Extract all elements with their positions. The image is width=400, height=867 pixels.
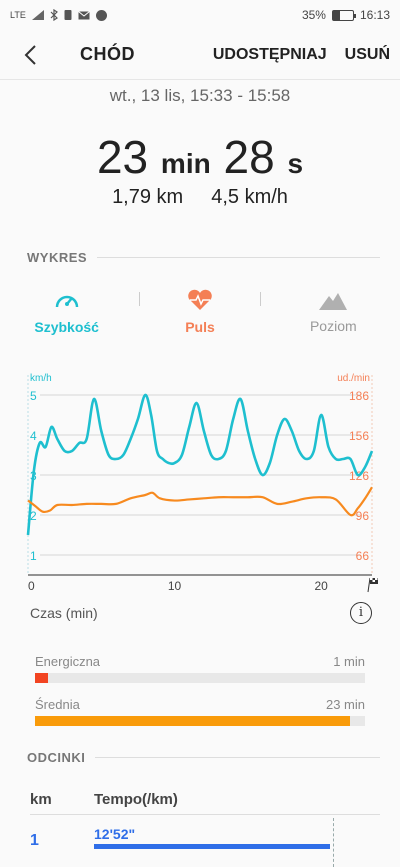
chevron-left-icon <box>24 44 36 65</box>
grid-lines <box>40 394 360 556</box>
battery-icon <box>331 9 356 21</box>
duration-minutes: 23 <box>96 131 149 183</box>
zone-track <box>35 673 365 683</box>
x-tick-label: 10 <box>168 579 182 593</box>
segment-km: 1 <box>30 832 39 849</box>
zone-bar <box>35 716 351 726</box>
table-row[interactable]: 1 12'52" <box>30 826 380 866</box>
right-tick-label: 96 <box>356 509 370 523</box>
battery-fill <box>332 10 340 20</box>
right-tick-label: 66 <box>356 549 370 563</box>
heart-pulse-icon <box>188 289 212 310</box>
tab-level-label: Poziom <box>309 318 357 334</box>
tab-pulse-label: Puls <box>185 319 215 335</box>
speed-value: 4,5 km/h <box>211 186 288 208</box>
clock: 16:13 <box>359 8 390 22</box>
page-title: CHÓD <box>80 44 135 64</box>
left-tick-label: 2 <box>30 509 37 523</box>
x-tick-label: 0 <box>28 579 35 593</box>
left-tick-label: 4 <box>30 429 37 443</box>
info-button[interactable]: i <box>350 602 372 624</box>
segments-section-title: ODCINKI <box>27 750 86 765</box>
app-bar: CHÓD UDOSTĘPNIAJ USUŃ <box>0 30 400 80</box>
status-icons: LTE <box>10 9 107 21</box>
zone-name: Średnia <box>35 697 80 712</box>
left-axis-label: km/h <box>30 373 52 384</box>
tab-speed[interactable]: Szybkość <box>0 282 133 342</box>
summary-stats: 1,79 km 4,5 km/h <box>0 186 400 209</box>
seconds-unit: s <box>287 148 304 179</box>
distance-value: 1,79 km <box>112 186 184 208</box>
tab-divider <box>260 292 261 306</box>
tab-level[interactable]: Poziom <box>267 282 400 342</box>
finish-flag-icon <box>367 577 378 593</box>
zone-average: Średnia 23 min <box>35 697 365 726</box>
tab-pulse[interactable]: Puls <box>133 282 266 342</box>
average-pace-marker <box>333 818 334 867</box>
chart-section-title: WYKRES <box>27 250 88 265</box>
alert-icon <box>64 10 72 20</box>
column-tempo: Tempo(/km) <box>94 791 178 808</box>
delete-button[interactable]: USUŃ <box>344 45 390 63</box>
back-button[interactable] <box>0 30 60 80</box>
segments-section-header: ODCINKI <box>27 750 380 765</box>
battery-percent: 35% <box>301 8 326 22</box>
divider <box>97 257 380 258</box>
left-tick-label: 1 <box>30 549 37 563</box>
share-button[interactable]: UDOSTĘPNIAJ <box>212 45 327 63</box>
zone-value: 23 min <box>325 697 365 712</box>
zone-bar <box>35 673 49 683</box>
chart-series <box>26 393 374 536</box>
status-bar: LTE 35% 16:13 <box>0 0 400 30</box>
speed-line <box>26 393 374 536</box>
x-tick-label: 20 <box>314 579 328 593</box>
zone-track <box>35 716 365 726</box>
spotify-icon <box>95 9 107 21</box>
zone-energetic: Energiczna 1 min <box>35 654 365 683</box>
speedometer-icon <box>55 295 78 308</box>
column-km: km <box>30 791 52 808</box>
bluetooth-icon <box>50 9 58 21</box>
chart-section-header: WYKRES <box>27 250 380 265</box>
chart-tabs: Szybkość Puls Poziom <box>0 282 400 342</box>
duration-seconds: 28 <box>223 131 275 183</box>
zone-value: 1 min <box>333 654 365 669</box>
zone-name: Energiczna <box>35 654 101 669</box>
minutes-unit: min <box>160 148 211 179</box>
divider <box>95 757 380 758</box>
segments-table-header: km Tempo(/km) <box>30 785 380 815</box>
tab-speed-label: Szybkość <box>34 319 99 335</box>
lte-signal-icon: LTE <box>10 10 26 20</box>
workout-duration: 23 min 28 s <box>0 130 400 184</box>
workout-date: wt., 13 lis, 15:33 - 15:58 <box>109 86 291 105</box>
segment-tempo-bar <box>94 844 330 849</box>
right-tick-label: 186 <box>349 389 369 403</box>
left-tick-label: 5 <box>30 389 37 403</box>
right-tick-label: 156 <box>349 429 369 443</box>
x-axis-title: Czas (min) <box>30 605 98 621</box>
signal-icon <box>31 10 44 20</box>
mail-icon <box>78 10 90 19</box>
right-axis-label: ud./min <box>337 373 370 384</box>
mountain-icon <box>319 293 348 310</box>
tab-divider <box>139 292 140 306</box>
pulse-line <box>27 486 373 517</box>
segment-tempo: 12'52" <box>94 826 136 842</box>
